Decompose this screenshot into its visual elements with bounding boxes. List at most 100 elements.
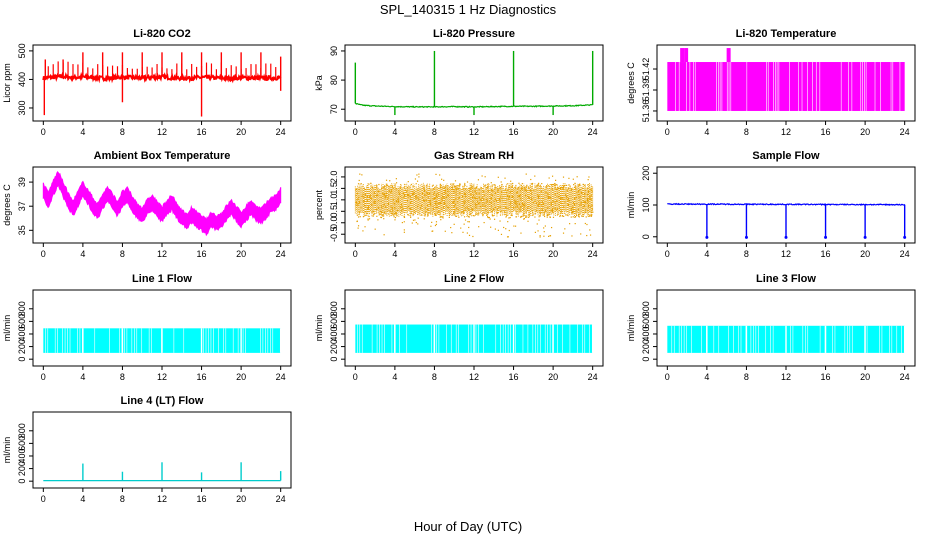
y-tick-label: 800 bbox=[641, 301, 651, 316]
data-point bbox=[494, 206, 497, 209]
y-tick-label: 39 bbox=[17, 177, 27, 187]
y-axis-label: ml/min bbox=[314, 315, 324, 342]
data-point bbox=[579, 196, 582, 198]
data-point bbox=[582, 215, 584, 217]
data-point bbox=[450, 183, 452, 185]
data-point bbox=[415, 221, 417, 224]
data-point bbox=[439, 216, 441, 218]
data-point bbox=[538, 205, 540, 208]
data-point bbox=[453, 191, 455, 193]
x-tick-label: 16 bbox=[197, 249, 207, 259]
x-tick-label: 16 bbox=[509, 249, 519, 259]
data-point bbox=[453, 199, 455, 201]
data-point bbox=[458, 216, 460, 218]
data-point bbox=[512, 182, 514, 185]
data-point bbox=[536, 184, 538, 186]
x-tick-label: 12 bbox=[157, 494, 167, 504]
data-point bbox=[517, 186, 519, 189]
x-tick-label: 20 bbox=[548, 372, 558, 382]
data-point bbox=[437, 192, 439, 194]
data-point bbox=[454, 180, 457, 182]
data-point bbox=[540, 186, 542, 188]
data-point bbox=[586, 234, 588, 237]
data-point bbox=[555, 179, 557, 181]
data-point bbox=[459, 192, 461, 194]
data-point bbox=[493, 184, 495, 186]
data-point bbox=[581, 215, 583, 217]
data-point bbox=[507, 221, 509, 223]
data-point bbox=[496, 212, 498, 214]
data-point bbox=[423, 187, 425, 189]
data-point bbox=[388, 190, 390, 192]
data-point bbox=[364, 193, 366, 195]
data-point bbox=[416, 174, 418, 176]
data-point bbox=[517, 188, 519, 190]
data-point bbox=[586, 223, 588, 226]
data-point bbox=[459, 184, 461, 186]
data-point bbox=[560, 198, 562, 200]
data-point bbox=[518, 195, 520, 197]
data-point bbox=[462, 205, 464, 207]
data-point bbox=[509, 191, 511, 193]
y-tick-label: 800 bbox=[17, 423, 27, 438]
data-point bbox=[514, 225, 517, 227]
data-point bbox=[430, 202, 432, 204]
data-point bbox=[409, 207, 411, 210]
x-tick-label: 8 bbox=[432, 127, 437, 137]
data-point bbox=[412, 185, 414, 188]
data-point bbox=[499, 220, 501, 222]
data-point bbox=[484, 176, 486, 178]
data-point bbox=[568, 177, 570, 179]
data-point bbox=[590, 215, 592, 217]
data-point bbox=[479, 202, 481, 204]
y-tick-label: 0 bbox=[641, 234, 651, 239]
panel-licor_temp: Li-820 Temperature degrees C 0 4 8 12 16 20 24 51… bbox=[626, 28, 916, 137]
figure-x-label: Hour of Day (UTC) bbox=[414, 519, 522, 534]
data-point bbox=[366, 195, 368, 198]
data-point bbox=[471, 208, 473, 210]
data-point bbox=[367, 219, 369, 221]
data-point bbox=[510, 214, 512, 216]
data-point bbox=[534, 186, 536, 188]
data-point bbox=[467, 216, 470, 218]
data-point bbox=[467, 221, 469, 223]
x-tick-label: 0 bbox=[41, 249, 46, 259]
x-tick-label: 20 bbox=[860, 372, 870, 382]
data-point bbox=[413, 192, 415, 195]
x-tick-label: 8 bbox=[432, 249, 437, 259]
data-point bbox=[357, 227, 359, 229]
data-point bbox=[567, 198, 569, 200]
data-point bbox=[538, 195, 540, 197]
data-point bbox=[472, 196, 474, 198]
x-tick-label: 8 bbox=[744, 249, 749, 259]
data-point bbox=[358, 213, 360, 216]
x-tick-label: 12 bbox=[157, 249, 167, 259]
data-point bbox=[432, 188, 434, 190]
data-point bbox=[481, 213, 483, 215]
data-point bbox=[498, 198, 500, 200]
data-point bbox=[367, 206, 370, 208]
data-point bbox=[451, 232, 453, 234]
data-point bbox=[422, 197, 424, 199]
spike-up bbox=[680, 48, 685, 63]
data-point bbox=[432, 184, 434, 186]
data-point bbox=[389, 180, 391, 182]
data-point bbox=[589, 229, 591, 231]
data-point bbox=[491, 215, 494, 217]
x-tick-label: 0 bbox=[41, 372, 46, 382]
data-point bbox=[478, 212, 480, 214]
data-point bbox=[454, 209, 456, 211]
data-point bbox=[443, 179, 445, 181]
data-point bbox=[453, 223, 455, 225]
data-point bbox=[424, 214, 426, 216]
data-point bbox=[562, 176, 565, 178]
data-point bbox=[506, 214, 508, 216]
data-point bbox=[374, 228, 376, 230]
data-point bbox=[516, 192, 518, 194]
plot-frame bbox=[32, 289, 292, 367]
data-point bbox=[440, 219, 442, 221]
data-point bbox=[542, 203, 545, 205]
data-point bbox=[519, 216, 522, 218]
data-point bbox=[373, 214, 375, 216]
data-point bbox=[380, 216, 382, 218]
